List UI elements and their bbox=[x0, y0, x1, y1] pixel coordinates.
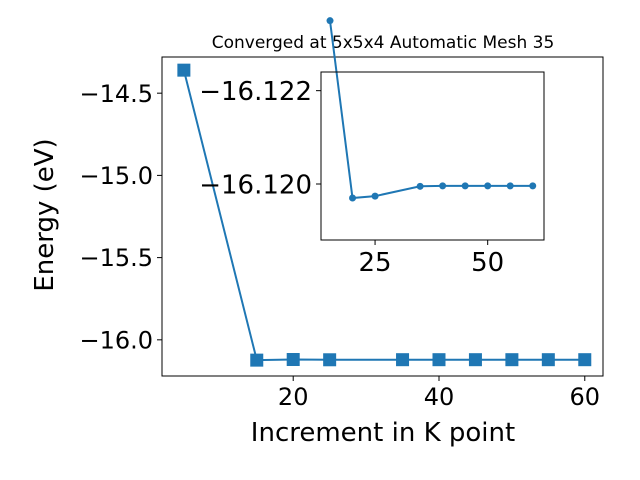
inset-point bbox=[461, 182, 469, 190]
main-point bbox=[250, 353, 264, 367]
main-y-tick-label: −15.0 bbox=[79, 162, 153, 190]
main-point bbox=[541, 353, 555, 367]
y-axis-label: Energy (eV) bbox=[30, 138, 60, 291]
inset-point bbox=[349, 194, 357, 202]
inset-point bbox=[506, 182, 514, 190]
main-y-tick-label: −16.0 bbox=[79, 326, 153, 354]
inset-axes-frame bbox=[320, 71, 545, 241]
main-x-tick-label: 20 bbox=[278, 383, 309, 411]
main-point bbox=[396, 353, 410, 367]
main-point bbox=[578, 353, 592, 367]
main-y-tick-label: −15.5 bbox=[79, 244, 153, 272]
inset-point bbox=[416, 182, 424, 190]
inset-background bbox=[321, 72, 544, 240]
main-point bbox=[323, 353, 337, 367]
inset-y-tick-label: −16.120 bbox=[199, 170, 312, 200]
inset-x-tick-label: 50 bbox=[471, 248, 504, 278]
main-x-tick-label: 60 bbox=[570, 383, 601, 411]
main-plot: 20 40 60 −16.0 −15.5 −15.0 −14.5 bbox=[79, 56, 604, 411]
inset-point bbox=[371, 192, 379, 200]
main-y-tick-label: −14.5 bbox=[79, 80, 153, 108]
main-x-tick-label: 40 bbox=[424, 383, 455, 411]
main-series-line bbox=[182, 69, 585, 362]
main-point bbox=[177, 63, 191, 77]
inset-point bbox=[529, 182, 537, 190]
inset-y-tick-label: −16.122 bbox=[199, 77, 312, 107]
main-point bbox=[505, 353, 519, 367]
inset-point bbox=[439, 182, 447, 190]
inset-point bbox=[326, 17, 334, 25]
inset-x-tick-label: 25 bbox=[359, 248, 392, 278]
main-point bbox=[468, 353, 482, 367]
inset-point bbox=[484, 182, 492, 190]
main-axes-frame bbox=[161, 56, 604, 377]
chart-title: Converged at 5x5x4 Automatic Mesh 35 bbox=[212, 33, 555, 53]
x-axis-label: Increment in K point bbox=[251, 418, 515, 448]
main-point bbox=[432, 353, 446, 367]
inset-plot: 25 50 −16.122 −16.120 bbox=[199, 17, 545, 278]
main-point bbox=[286, 353, 300, 367]
